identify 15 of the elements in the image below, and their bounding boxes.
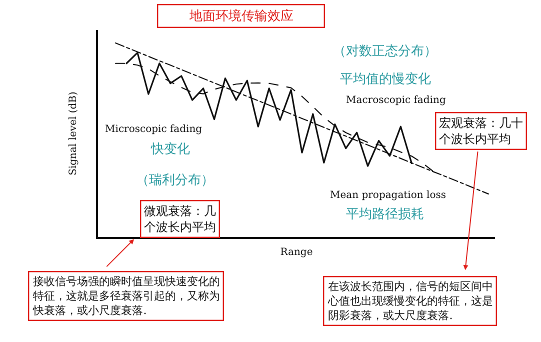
annotation: 微观衰落：几个波长内平均 bbox=[144, 204, 216, 234]
annotation: 快变化 bbox=[150, 142, 190, 157]
text: Macroscopic fading bbox=[346, 95, 446, 106]
annotation: 平均值的慢变化 bbox=[340, 72, 431, 87]
annotation: 平均路径损耗 bbox=[346, 207, 424, 222]
x-axis-title: Range bbox=[280, 246, 313, 258]
series-label: Mean propagation loss bbox=[330, 190, 446, 201]
series-label: Microscopic fading bbox=[105, 124, 203, 135]
annotation: （对数正态分布） bbox=[333, 44, 437, 59]
text: 接收信号场强的瞬时值呈现快速变化的特征，这就是多径衰落引起的，又称为快衰落，或小尺度衰落. bbox=[32, 275, 220, 317]
chart-title: 地面环境传输效应 bbox=[188, 8, 294, 24]
annotation: （瑞利分布） bbox=[136, 173, 214, 188]
text: 在该波长范围内，信号的短区间中心值也出现缓慢变化的特征，这是阴影衰落，或大尺度衰落. bbox=[327, 280, 494, 322]
annotation: 宏观衰落：几十个波长内平均 bbox=[439, 116, 524, 146]
y-axis-title: Signal level (dB) bbox=[68, 91, 79, 176]
